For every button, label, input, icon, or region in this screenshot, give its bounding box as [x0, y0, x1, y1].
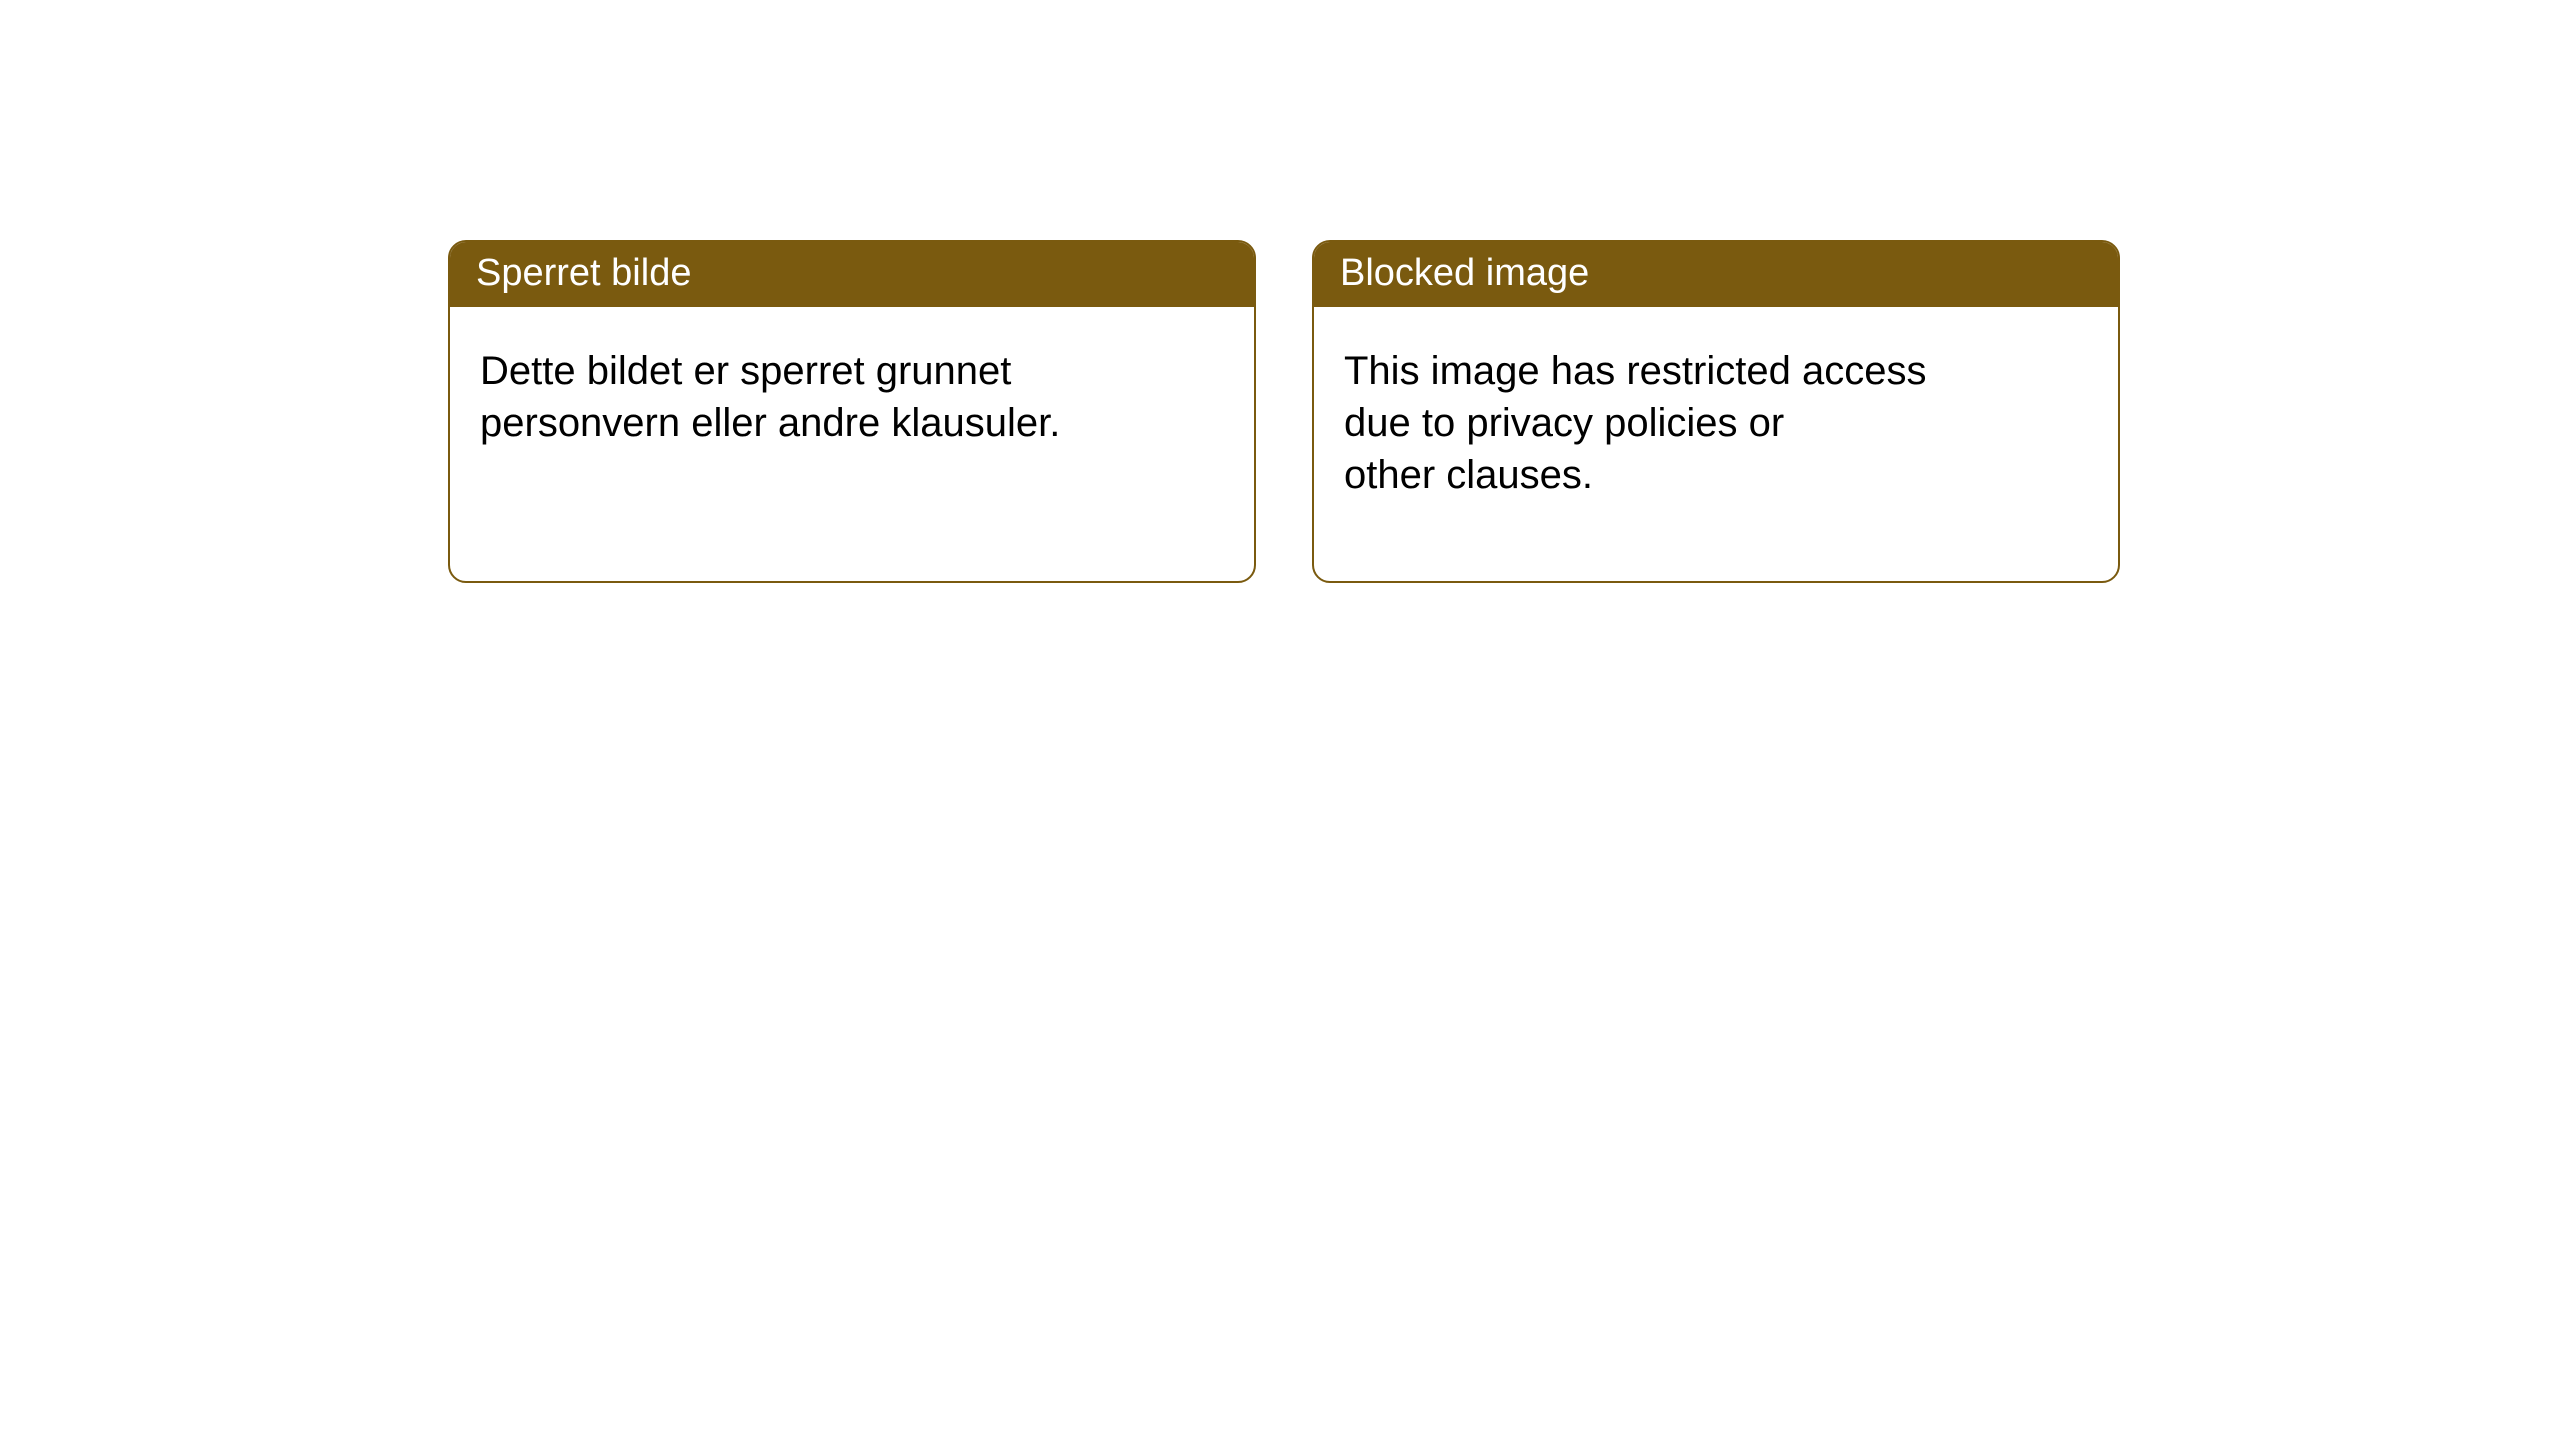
notice-body: Dette bildet er sperret grunnet personve…	[450, 307, 1130, 529]
notice-card-english: Blocked image This image has restricted …	[1312, 240, 2120, 583]
notice-header: Sperret bilde	[450, 242, 1254, 307]
notice-header: Blocked image	[1314, 242, 2118, 307]
notice-body: This image has restricted access due to …	[1314, 307, 1994, 581]
notice-container: Sperret bilde Dette bildet er sperret gr…	[0, 0, 2560, 583]
notice-card-norwegian: Sperret bilde Dette bildet er sperret gr…	[448, 240, 1256, 583]
